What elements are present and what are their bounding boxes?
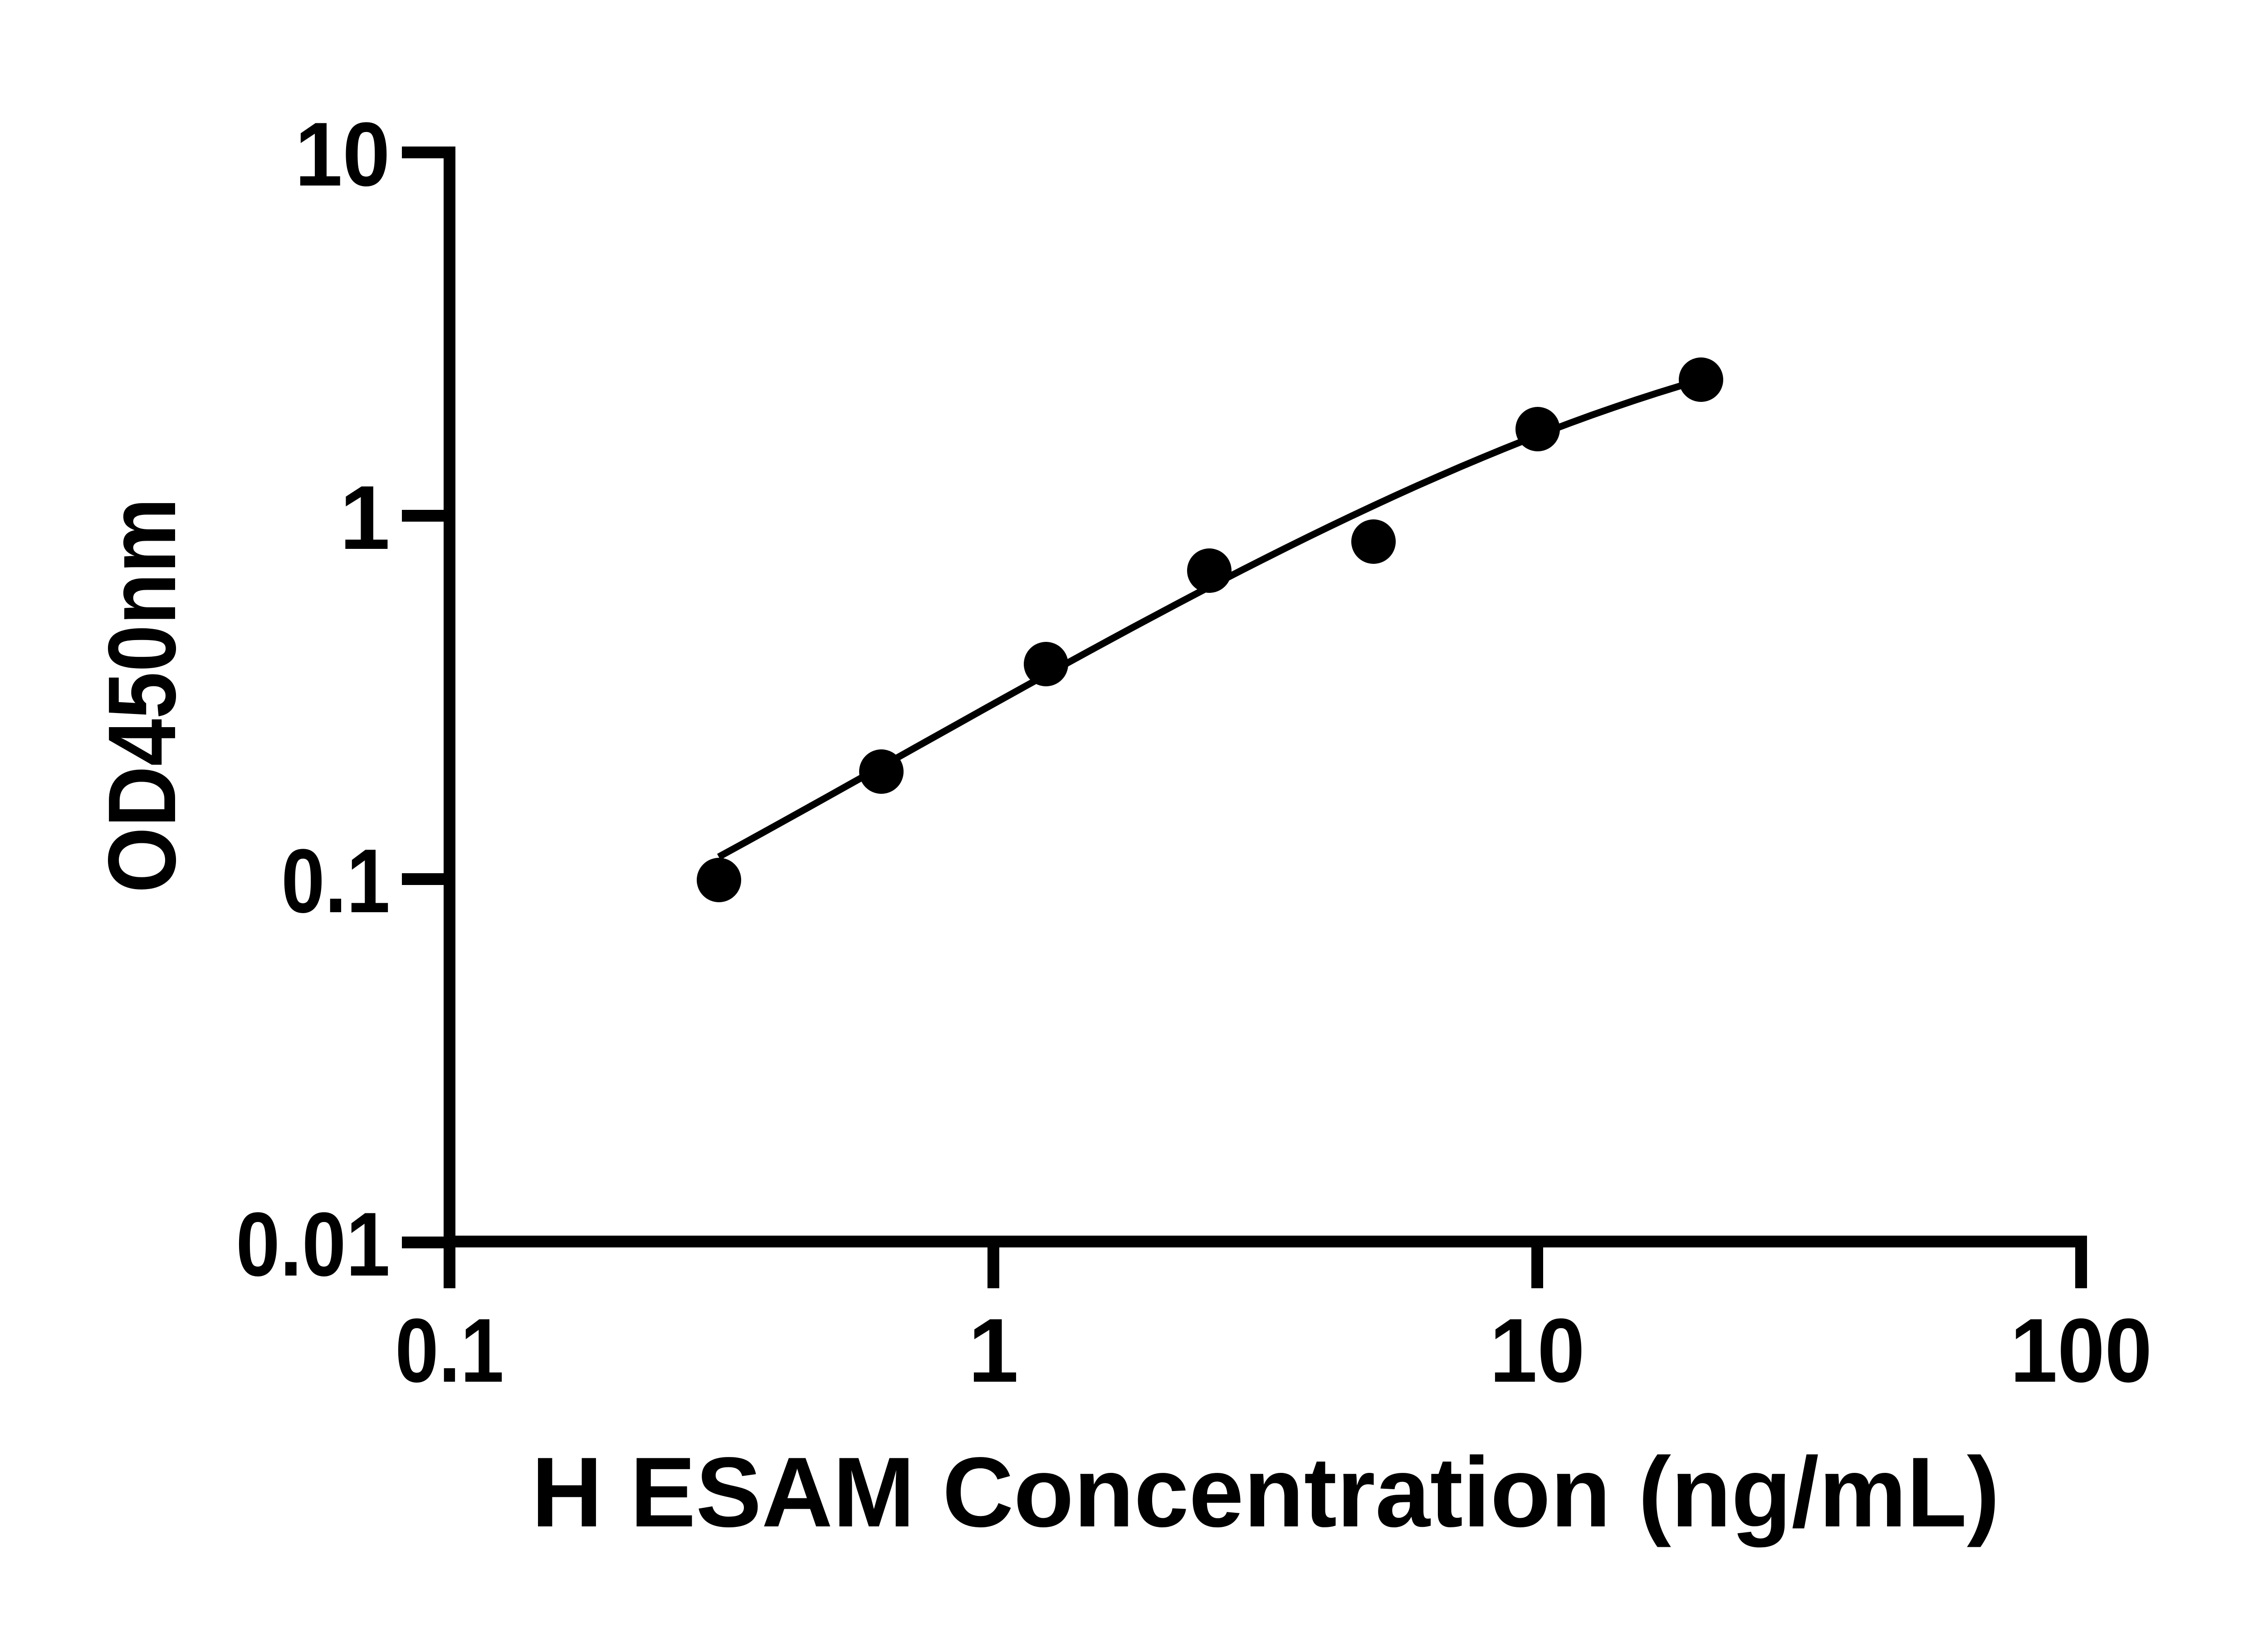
svg-text:0.1: 0.1 xyxy=(281,831,390,932)
svg-text:OD450nm: OD450nm xyxy=(88,498,196,893)
svg-text:10: 10 xyxy=(295,104,390,205)
svg-text:1: 1 xyxy=(968,1300,1018,1401)
svg-text:100: 100 xyxy=(2010,1300,2152,1401)
svg-text:0.1: 0.1 xyxy=(395,1300,504,1401)
svg-text:10: 10 xyxy=(1490,1300,1585,1401)
svg-text:1: 1 xyxy=(340,467,390,568)
svg-text:H ESAM Concentration (ng/mL): H ESAM Concentration (ng/mL) xyxy=(532,1437,2000,1548)
svg-text:0.01: 0.01 xyxy=(236,1194,390,1295)
